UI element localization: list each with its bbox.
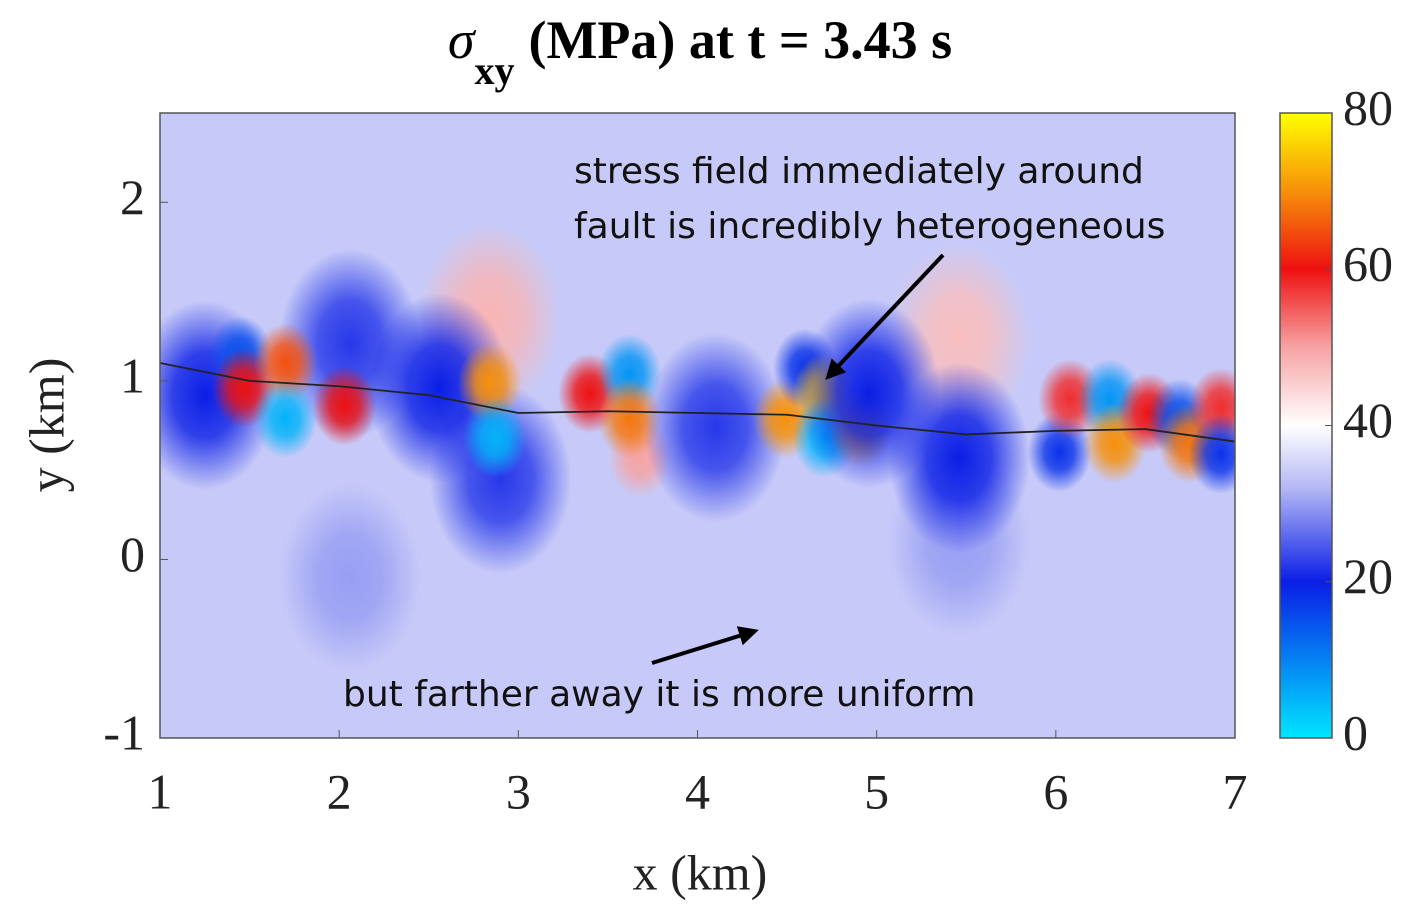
title-symbol: σ (448, 10, 477, 70)
colorbar-tick-label: 80 (1343, 79, 1393, 135)
x-tick-label: 3 (506, 763, 531, 819)
annotation-arrow (825, 253, 945, 380)
chart-title: σxy (MPa) at t = 3.43 s (448, 10, 952, 93)
x-tick-label: 5 (864, 763, 889, 819)
y-tick-label: 1 (120, 347, 145, 403)
annotation-arrow (651, 626, 759, 665)
stress-blob (278, 482, 422, 673)
stress-blob (312, 365, 377, 446)
fault-line (160, 362, 1235, 443)
stress-blob (253, 323, 318, 403)
stress-blob (887, 362, 1031, 553)
plot-area (160, 113, 1235, 738)
title-subscript: xy (474, 48, 514, 93)
y-tick-label: -1 (103, 704, 145, 760)
stress-blob (1188, 414, 1235, 495)
colorbar (1279, 112, 1333, 739)
x-tick-label: 4 (685, 763, 710, 819)
x-axis-label: x (km) (633, 844, 768, 900)
x-tick-label: 2 (327, 763, 352, 819)
stress-blob (644, 332, 787, 523)
y-axis-label: y (km) (18, 358, 74, 493)
annotation: fault is incredibly heterogeneous (574, 206, 1165, 247)
colorbar-tick-label: 60 (1343, 236, 1393, 292)
stress-blob (463, 398, 528, 478)
colorbar-tick-label: 40 (1343, 392, 1393, 448)
y-tick-label: 2 (120, 169, 145, 225)
x-tick-label: 6 (1043, 763, 1068, 819)
x-tick-label: 7 (1223, 763, 1248, 819)
annotation: stress field immediately around (574, 151, 1144, 192)
x-tick-label: 1 (148, 763, 173, 819)
stress-blob (253, 378, 318, 459)
title-rest: (MPa) at t = 3.43 s (528, 10, 952, 70)
colorbar-tick-label: 0 (1343, 704, 1368, 760)
annotation: but farther away it is more uniform (343, 674, 975, 715)
y-tick-label: 0 (120, 526, 145, 582)
colorbar-tick-label: 20 (1343, 548, 1393, 604)
